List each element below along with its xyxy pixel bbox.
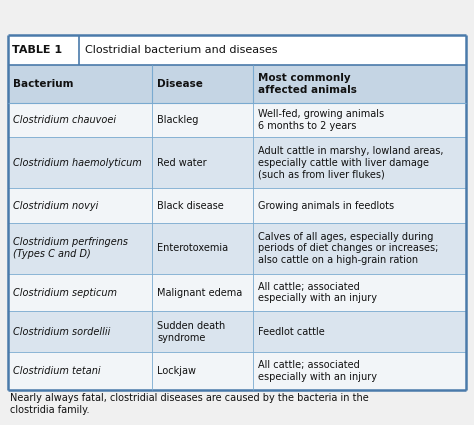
Text: Clostridium sordellii: Clostridium sordellii [13,327,110,337]
Bar [8,312,466,352]
Bar [8,223,466,274]
Text: Clostridial bacterium and diseases: Clostridial bacterium and diseases [85,45,277,55]
Bar [8,137,466,188]
Bar [8,274,466,312]
Bar [8,65,466,103]
Bar [8,103,466,137]
Text: All cattle; associated
especially with an injury: All cattle; associated especially with a… [258,282,377,303]
Text: TABLE 1: TABLE 1 [12,45,62,55]
Text: Bacterium: Bacterium [13,79,73,89]
Text: Well-fed, growing animals
6 months to 2 years: Well-fed, growing animals 6 months to 2 … [258,109,384,131]
Text: Clostridium novyi: Clostridium novyi [13,201,99,210]
Text: Growing animals in feedlots: Growing animals in feedlots [258,201,394,210]
Text: Lockjaw: Lockjaw [157,366,196,376]
Text: Clostridium tetani: Clostridium tetani [13,366,100,376]
Text: Disease: Disease [157,79,203,89]
Bar [8,188,466,223]
Text: Enterotoxemia: Enterotoxemia [157,243,228,253]
Text: Feedlot cattle: Feedlot cattle [258,327,325,337]
Text: Red water: Red water [157,158,207,168]
Text: Most commonly
affected animals: Most commonly affected animals [258,73,357,95]
Text: Clostridium haemolyticum: Clostridium haemolyticum [13,158,142,168]
Text: Black disease: Black disease [157,201,224,210]
Text: Sudden death
syndrome: Sudden death syndrome [157,321,226,343]
Bar [8,352,466,390]
Text: All cattle; associated
especially with an injury: All cattle; associated especially with a… [258,360,377,382]
Text: Nearly always fatal, clostridial diseases are caused by the bacteria in the
clos: Nearly always fatal, clostridial disease… [10,393,369,415]
Bar [8,35,466,65]
Text: Clostridium chauvoei: Clostridium chauvoei [13,115,116,125]
Text: Calves of all ages, especially during
periods of diet changes or increases;
also: Calves of all ages, especially during pe… [258,232,438,265]
Text: Blackleg: Blackleg [157,115,199,125]
Text: Adult cattle in marshy, lowland areas,
especially cattle with liver damage
(such: Adult cattle in marshy, lowland areas, e… [258,146,444,179]
Text: Clostridium perfringens
(Types C and D): Clostridium perfringens (Types C and D) [13,238,128,259]
Text: Malignant edema: Malignant edema [157,288,243,298]
Text: Clostridium septicum: Clostridium septicum [13,288,117,298]
